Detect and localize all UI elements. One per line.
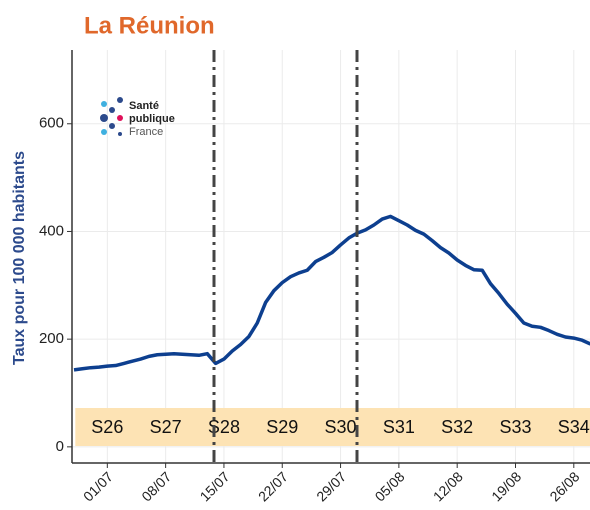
week-label: S30 [325, 417, 357, 437]
logo-dot [109, 107, 115, 113]
week-label: S27 [150, 417, 182, 437]
logo-dot [100, 114, 108, 122]
chart-title: La Réunion [84, 12, 215, 39]
week-label: S29 [266, 417, 298, 437]
week-box [425, 408, 490, 446]
week-box [250, 408, 315, 446]
y-tick-label: 0 [56, 438, 64, 455]
week-box [483, 408, 548, 446]
logo-dot [117, 115, 123, 121]
week-box [541, 408, 590, 446]
y-tick-label: 400 [39, 222, 64, 239]
week-label: S34 [558, 417, 590, 437]
week-label: S26 [91, 417, 123, 437]
x-tick-label: 12/08 [430, 468, 466, 504]
logo-dot [117, 97, 123, 103]
logo-dot [101, 129, 107, 135]
logo-dot [118, 132, 122, 136]
grid [72, 50, 590, 463]
y-axis-label: Taux pour 100 000 habitants [11, 151, 28, 365]
logo-text: publique [129, 113, 175, 125]
x-tick-label: 19/08 [488, 468, 524, 504]
week-box [75, 408, 140, 446]
logo: Santé publique France [100, 97, 175, 138]
week-box [308, 408, 373, 446]
week-box [191, 408, 256, 446]
week-label: S32 [441, 417, 473, 437]
x-tick-label: 22/07 [255, 468, 291, 504]
data-line [73, 214, 590, 372]
x-tick-label: 05/08 [372, 468, 408, 504]
week-label: S33 [499, 417, 531, 437]
week-box [133, 408, 198, 446]
x-tick-label: 26/08 [546, 468, 582, 504]
logo-text: France [129, 126, 163, 138]
logo-text: Santé [129, 100, 159, 112]
y-tick-label: 600 [39, 115, 64, 132]
y-tick-label: 200 [39, 330, 64, 347]
x-tick-label: 15/07 [197, 468, 233, 504]
x-tick-label: 08/07 [138, 468, 174, 504]
week-label: S28 [208, 417, 240, 437]
week-labels: S26 S27 S28 S29 S30 S31 S32 S33 S34 [75, 408, 590, 446]
week-label: S31 [383, 417, 415, 437]
x-tick-label: 01/07 [80, 468, 116, 504]
week-box [366, 408, 431, 446]
logo-dot [109, 123, 115, 129]
x-tick-label: 29/07 [313, 468, 349, 504]
plot [73, 214, 590, 372]
logo-dot [101, 101, 107, 107]
